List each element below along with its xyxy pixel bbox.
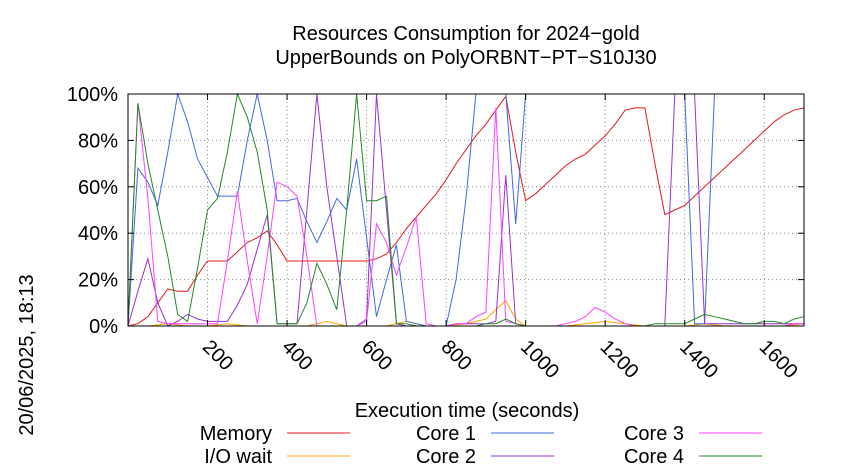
series-line-i-o-wait — [128, 299, 805, 327]
y-tick-label: 0% — [89, 316, 118, 338]
legend-label-core-2: Core 2 — [416, 446, 476, 468]
y-tick-label: 100% — [67, 84, 118, 106]
y-tick-label: 40% — [78, 223, 118, 245]
x-tick-label: 800 — [437, 336, 476, 375]
legend-label-core-4: Core 4 — [624, 446, 684, 468]
x-tick-label: 1400 — [675, 336, 722, 383]
series-line-memory — [127, 95, 805, 327]
series-layer — [127, 92, 805, 327]
x-axis: 200 400 600 800 1000 1200 1400 1600 — [198, 94, 802, 383]
x-tick-label: 1000 — [516, 336, 563, 383]
legend-label-i-o-wait: I/O wait — [204, 446, 272, 468]
y-tick-label: 60% — [78, 177, 118, 199]
series-line-core-2 — [127, 93, 804, 327]
legend-label-memory: Memory — [200, 423, 272, 445]
x-tick-label: 600 — [357, 336, 396, 375]
x-tick-label: 400 — [278, 336, 317, 375]
series-line-core-3 — [127, 103, 804, 327]
y-tick-label: 80% — [78, 130, 118, 152]
y-tick-label: 20% — [78, 270, 118, 292]
plot-border — [127, 93, 805, 327]
x-axis-label: Execution time (seconds) — [355, 400, 580, 422]
chart-title-line-2: UpperBounds on PolyORBNT−PT−S10J30 — [275, 47, 656, 69]
grid — [128, 94, 804, 326]
timestamp-label: 20/06/2025, 18:13 — [16, 274, 38, 435]
series-line-core-4 — [127, 92, 805, 327]
y-axis: 0% 20% 40% 60% 80% 100% — [67, 84, 804, 338]
legend-label-core-3: Core 3 — [624, 423, 684, 445]
x-tick-label: 1200 — [596, 336, 643, 383]
x-tick-label: 1600 — [755, 336, 802, 383]
chart-title-line-1: Resources Consumption for 2024−gold — [292, 23, 639, 45]
series-line-core-1 — [127, 92, 804, 327]
x-tick-label: 200 — [198, 336, 237, 375]
legend-label-core-1: Core 1 — [416, 423, 476, 445]
